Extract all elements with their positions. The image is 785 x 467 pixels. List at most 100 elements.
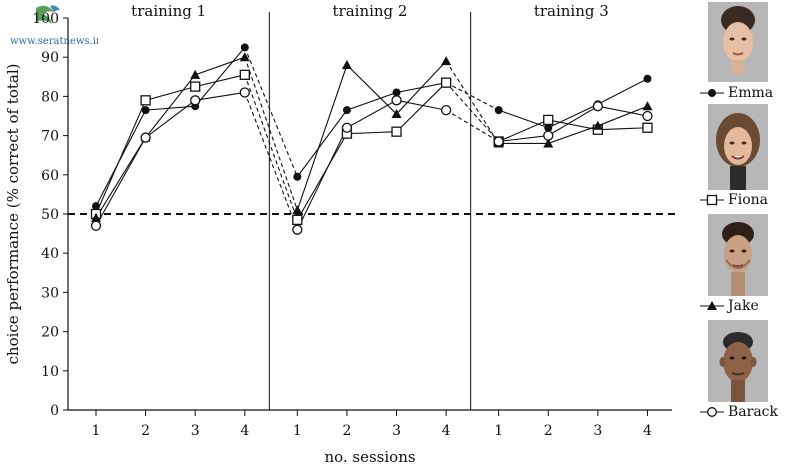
data-point-fiona <box>391 126 402 137</box>
data-point-barack <box>292 224 303 235</box>
data-point-jake <box>292 205 303 215</box>
data-point-jake <box>543 138 554 148</box>
series-transition-barack <box>244 92 298 230</box>
data-point-jake <box>91 212 101 222</box>
y-tick-label: 100 <box>32 11 59 27</box>
data-point-barack <box>493 136 504 147</box>
data-point-barack <box>592 101 604 112</box>
series-line-jake <box>498 105 648 144</box>
legend-item-jake: Jake <box>700 297 759 315</box>
series-transition-fiona <box>244 74 298 221</box>
series-transition-emma <box>244 47 298 177</box>
data-point-jake <box>391 109 402 119</box>
block-title: training 1 <box>131 2 206 20</box>
x-tick-label: 2 <box>141 423 150 439</box>
face-photo-fiona <box>708 104 768 190</box>
data-point-fiona <box>239 69 250 80</box>
data-point-emma <box>392 88 401 97</box>
series-transition-fiona <box>445 82 500 142</box>
x-tick-label: 4 <box>240 423 249 439</box>
x-axis-label: no. sessions <box>324 448 415 466</box>
y-tick-label: 10 <box>41 364 59 380</box>
legend-item-fiona: Fiona <box>700 191 768 209</box>
data-point-barack <box>190 95 201 106</box>
y-tick-label: 80 <box>41 89 59 105</box>
y-tick-label: 40 <box>41 246 59 262</box>
series-transition-jake <box>445 60 500 144</box>
x-tick-label: 3 <box>593 423 602 439</box>
x-tick-label: 1 <box>494 423 503 439</box>
legend-label-jake: Jake <box>728 298 759 314</box>
x-tick-label: 1 <box>92 423 101 439</box>
data-point-emma <box>643 74 652 83</box>
data-point-barack <box>642 110 653 122</box>
x-tick-label: 4 <box>442 423 451 439</box>
x-tick-label: 2 <box>544 423 553 439</box>
y-axis-label: choice performance (% correct of total) <box>4 64 22 365</box>
legend-label-emma: Emma <box>728 85 774 101</box>
filled-triangle-marker-icon <box>700 301 724 310</box>
data-point-emma <box>141 106 150 115</box>
series-line-barack <box>95 91 245 227</box>
series-line-emma <box>498 78 648 129</box>
series-line-barack <box>296 99 447 230</box>
series-line-jake <box>95 56 245 219</box>
data-point-fiona <box>440 77 452 88</box>
open-circle-marker-icon <box>700 407 724 417</box>
data-point-barack <box>440 104 452 116</box>
x-tick-label: 2 <box>342 423 351 439</box>
data-point-barack <box>543 130 554 141</box>
data-point-fiona <box>642 122 653 133</box>
data-point-barack <box>239 87 250 98</box>
series-line-fiona <box>296 82 447 221</box>
data-point-barack <box>140 132 151 143</box>
x-tick-label: 3 <box>191 423 200 439</box>
series-line-fiona <box>95 74 245 215</box>
data-point-emma <box>293 172 302 181</box>
x-tick-label: 3 <box>392 423 401 439</box>
series-transition-emma <box>445 82 499 111</box>
data-point-jake <box>190 69 201 79</box>
data-point-jake <box>239 52 250 62</box>
face-photo-emma <box>708 2 768 82</box>
data-point-barack <box>391 95 402 106</box>
face-photo-barack <box>708 320 768 402</box>
data-point-emma <box>544 123 553 132</box>
block-title: training 3 <box>534 2 609 20</box>
data-point-fiona <box>140 95 151 106</box>
data-point-barack <box>341 122 353 133</box>
block-title: training 2 <box>333 2 408 20</box>
data-point-fiona <box>190 81 201 92</box>
series-line-barack <box>498 105 648 143</box>
watermark-text: www.seratnews.ir <box>10 36 98 47</box>
y-tick-label: 90 <box>41 50 59 66</box>
data-point-jake <box>642 101 653 111</box>
legend-label-barack: Barack <box>728 404 778 420</box>
data-point-jake <box>441 56 452 66</box>
x-tick-label: 4 <box>643 423 652 439</box>
y-tick-label: 70 <box>41 129 59 145</box>
watermark-logo: www.seratnews.ir <box>10 5 98 47</box>
face-photo-jake <box>708 214 768 296</box>
open-square-marker-icon <box>700 194 724 206</box>
y-tick-label: 50 <box>41 207 59 223</box>
y-tick-label: 20 <box>41 325 59 341</box>
series-transition-barack <box>445 109 499 142</box>
x-tick-label: 1 <box>293 423 302 439</box>
series-transition-jake <box>244 57 298 211</box>
y-tick-label: 60 <box>41 168 59 184</box>
data-point-emma <box>240 43 249 52</box>
data-point-fiona <box>292 214 303 226</box>
series-line-fiona <box>498 119 648 142</box>
y-tick-label: 0 <box>50 403 59 419</box>
data-point-emma <box>92 202 100 211</box>
data-point-emma <box>494 106 503 115</box>
data-point-fiona <box>543 114 554 126</box>
y-tick-label: 30 <box>41 285 59 301</box>
legend-item-barack: Barack <box>700 403 778 421</box>
legend-label-fiona: Fiona <box>728 192 768 208</box>
data-point-jake <box>592 120 603 130</box>
data-point-barack <box>90 220 102 231</box>
filled-circle-marker-icon <box>700 89 724 97</box>
